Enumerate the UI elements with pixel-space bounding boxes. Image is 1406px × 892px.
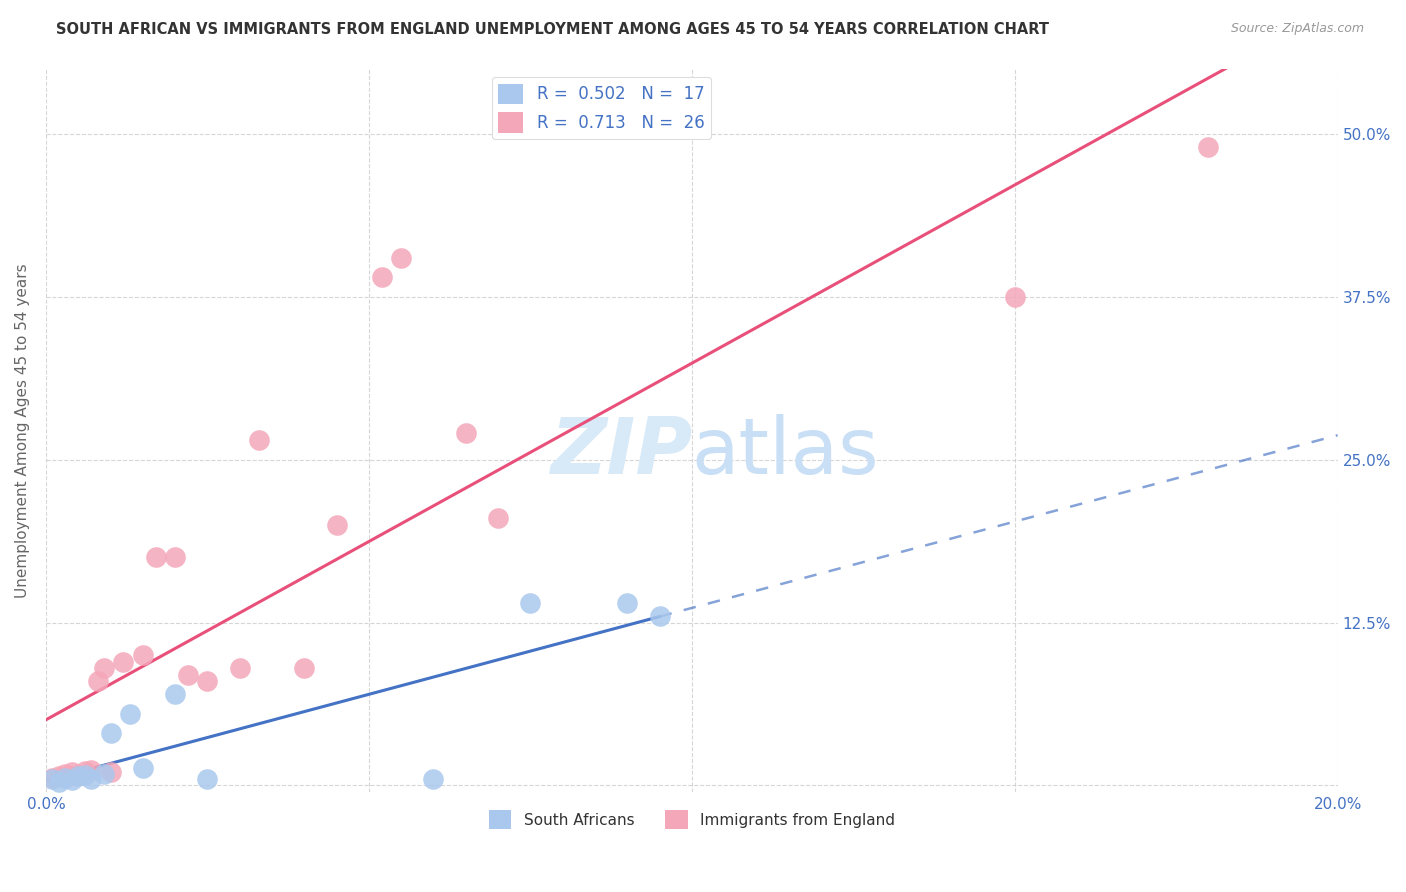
Point (616, 596, 638, 610)
Point (73, 768, 96, 782)
Point (100, 726, 122, 740)
Point (67, 768, 90, 782)
Point (247, 433, 270, 447)
Point (60, 773, 83, 788)
Point (145, 550, 167, 565)
Point (1004, 290, 1026, 304)
Point (86, 674, 108, 689)
Point (48, 769, 70, 783)
Point (1198, 139, 1220, 153)
Point (648, 609, 671, 624)
Point (197, 772, 219, 786)
Text: atlas: atlas (692, 414, 879, 490)
Point (60, 765, 83, 780)
Point (292, 661, 315, 675)
Point (53, 766, 76, 780)
Point (371, 270, 394, 285)
Point (41, 771, 63, 785)
Point (132, 762, 155, 776)
Point (93, 766, 115, 780)
Point (454, 426, 477, 441)
Point (325, 517, 347, 532)
Y-axis label: Unemployment Among Ages 45 to 54 years: Unemployment Among Ages 45 to 54 years (15, 263, 30, 598)
Point (80, 772, 103, 786)
Point (519, 596, 541, 610)
Point (118, 706, 141, 721)
Point (73, 764, 96, 778)
Text: SOUTH AFRICAN VS IMMIGRANTS FROM ENGLAND UNEMPLOYMENT AMONG AGES 45 TO 54 YEARS : SOUTH AFRICAN VS IMMIGRANTS FROM ENGLAND… (56, 22, 1049, 37)
Point (93, 661, 115, 675)
Point (165, 550, 187, 565)
Point (48, 774, 70, 789)
Point (177, 667, 200, 681)
Point (100, 765, 122, 780)
Text: Source: ZipAtlas.com: Source: ZipAtlas.com (1230, 22, 1364, 36)
Point (41, 772, 63, 786)
Point (165, 687, 187, 701)
Point (228, 661, 250, 675)
Point (422, 772, 444, 786)
Point (53, 771, 76, 785)
Point (80, 763, 103, 777)
Point (67, 769, 90, 783)
Point (197, 674, 219, 689)
Point (112, 655, 135, 669)
Point (486, 511, 509, 525)
Legend: South Africans, Immigrants from England: South Africans, Immigrants from England (482, 804, 901, 835)
Point (389, 251, 412, 265)
Point (132, 648, 155, 662)
Text: ZIP: ZIP (550, 414, 692, 490)
